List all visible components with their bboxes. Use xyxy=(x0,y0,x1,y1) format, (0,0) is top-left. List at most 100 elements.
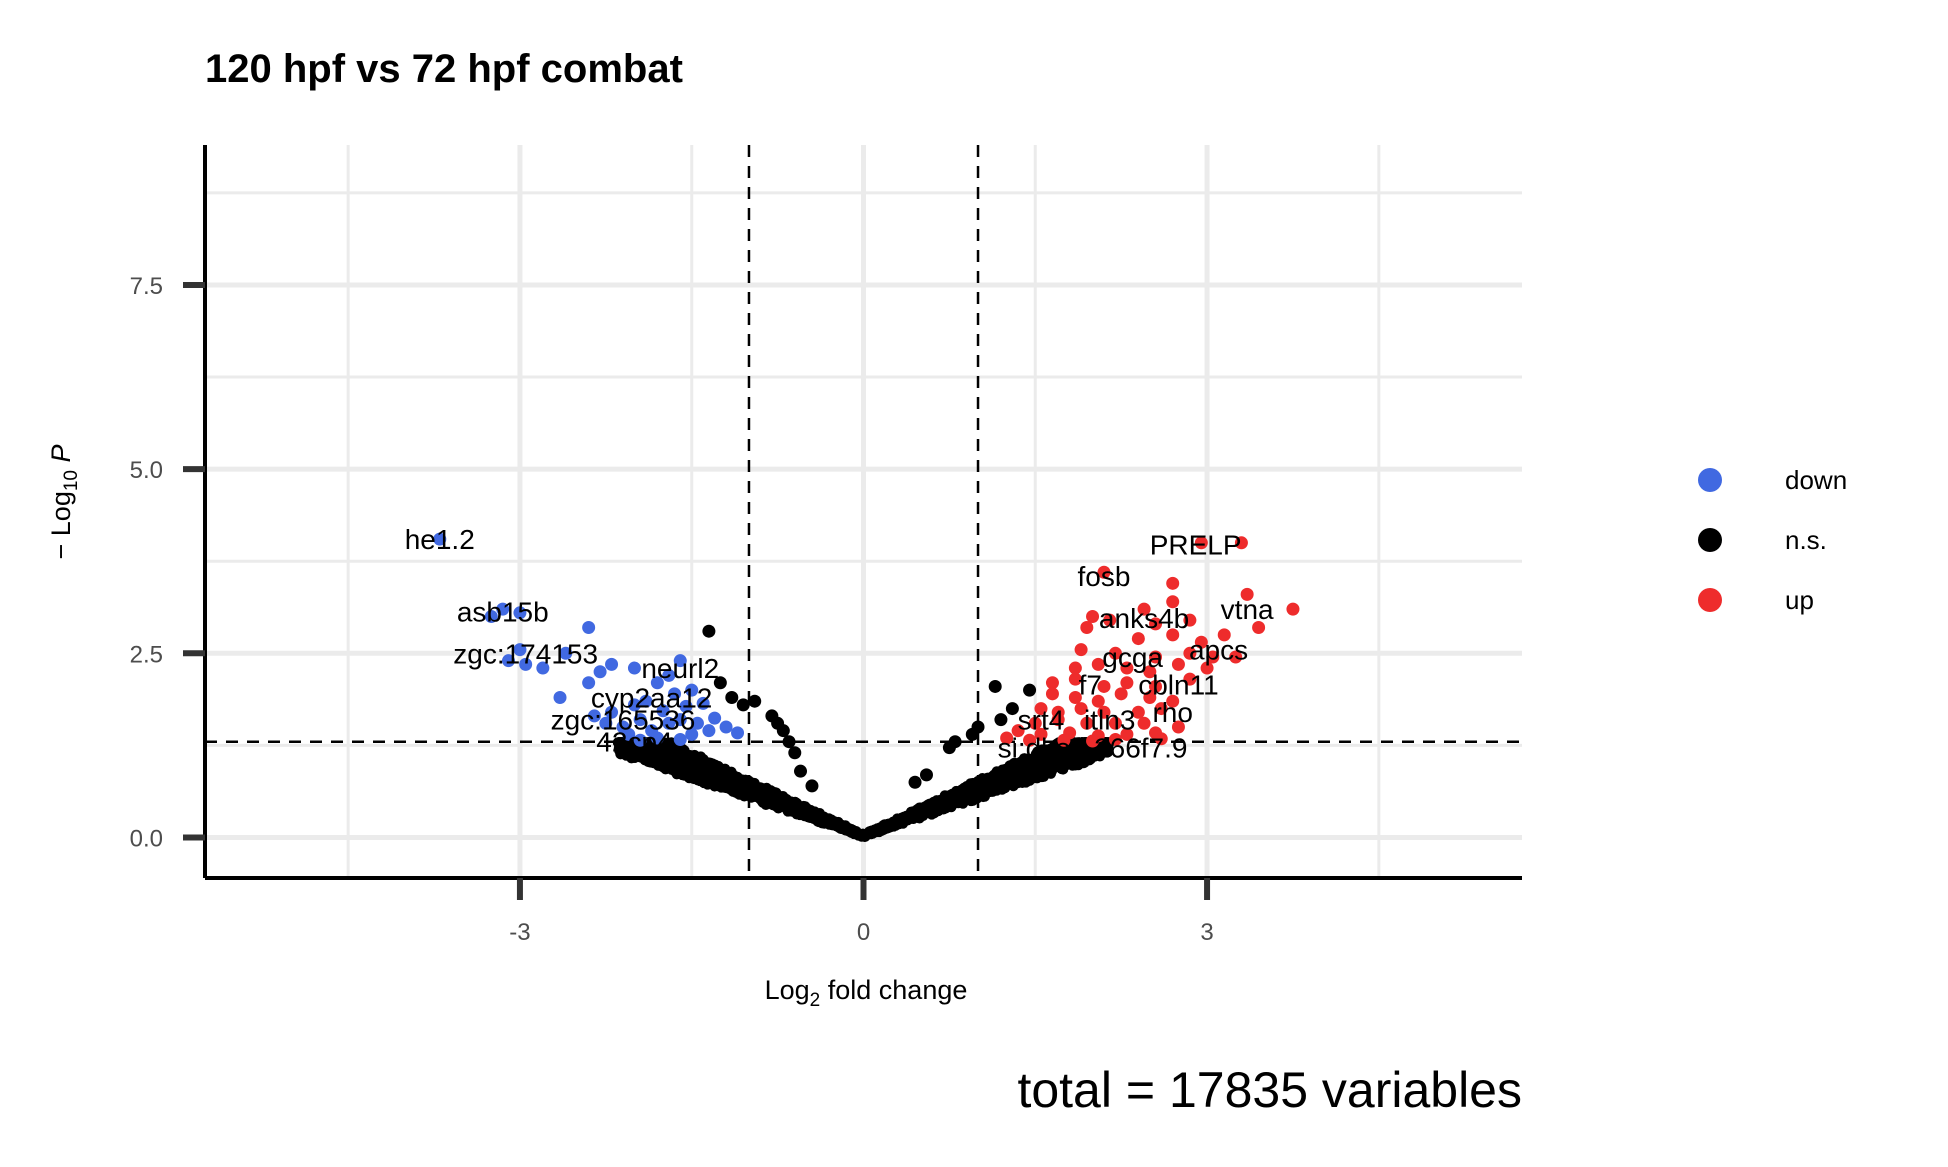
point-down xyxy=(690,716,704,730)
ns-point xyxy=(668,746,679,757)
point-down xyxy=(673,733,687,747)
point-ns xyxy=(994,713,1008,727)
point-ns xyxy=(782,735,796,749)
gene-label: zgc:174153 xyxy=(453,638,598,669)
point-up xyxy=(1108,716,1122,730)
point-down xyxy=(639,694,653,708)
point-down xyxy=(627,661,641,675)
gene-label: itln3 xyxy=(1084,705,1135,736)
data-points xyxy=(433,532,1300,793)
ns-point xyxy=(748,790,759,801)
legend-label: n.s. xyxy=(1785,525,1827,555)
point-down xyxy=(668,687,682,701)
ns-point xyxy=(761,791,773,803)
point-up xyxy=(1011,724,1025,738)
point-ns xyxy=(919,768,933,782)
point-up xyxy=(1068,672,1082,686)
point-down xyxy=(593,665,607,679)
point-up xyxy=(1097,565,1111,579)
point-up xyxy=(1057,733,1071,747)
ns-point xyxy=(895,814,907,826)
point-ns xyxy=(1023,683,1037,697)
point-up xyxy=(1166,628,1180,642)
point-ns xyxy=(1005,702,1019,716)
point-ns xyxy=(713,676,727,690)
point-ns xyxy=(736,698,750,712)
point-down xyxy=(685,683,699,697)
point-down xyxy=(496,602,510,616)
point-down xyxy=(559,646,573,660)
point-ns xyxy=(702,624,716,638)
point-up xyxy=(1131,632,1145,646)
point-down xyxy=(605,657,619,671)
threshold-lines xyxy=(205,145,1522,878)
point-up xyxy=(1108,646,1122,660)
point-up xyxy=(1166,694,1180,708)
ns-point xyxy=(1086,746,1097,758)
point-up xyxy=(1068,691,1082,705)
ns-point xyxy=(652,742,663,753)
point-up xyxy=(1137,602,1151,616)
point-down xyxy=(627,698,641,712)
point-up xyxy=(1103,613,1117,627)
ns-point xyxy=(1075,740,1087,751)
point-down xyxy=(501,654,515,668)
ns-point xyxy=(1031,763,1043,775)
gene-label: srt4 xyxy=(1018,705,1065,736)
y-axis-title-subscript: 10 xyxy=(61,470,82,491)
point-up xyxy=(1286,602,1300,616)
point-down xyxy=(696,696,710,710)
gene-label: cbln11 xyxy=(1138,669,1218,700)
point-ns xyxy=(988,679,1002,693)
point-up xyxy=(1034,727,1048,741)
y-tick-label: 5.0 xyxy=(130,457,163,484)
ns-point xyxy=(944,794,955,805)
gene-label: f7 xyxy=(1079,669,1102,700)
point-down xyxy=(656,704,670,718)
point-up xyxy=(1149,617,1163,631)
point-up xyxy=(1183,646,1197,660)
ns-point xyxy=(727,777,738,788)
point-down xyxy=(433,532,447,546)
point-down xyxy=(673,654,687,668)
ns-point xyxy=(923,806,935,818)
ns-point xyxy=(1042,750,1053,761)
gene-label: fosb xyxy=(1078,561,1131,592)
point-down xyxy=(662,716,676,730)
point-up xyxy=(1154,702,1168,716)
point-up xyxy=(1028,716,1042,730)
point-down xyxy=(685,727,699,741)
ns-point xyxy=(963,790,975,801)
gene-labels: he1.2 asb15b zgc:174153 neurl2cyp2aa12zgc:1… xyxy=(405,524,1274,763)
point-up xyxy=(1120,661,1134,675)
grid-layer xyxy=(205,145,1522,878)
gene-label: apcs xyxy=(1189,635,1248,666)
x-tick-label: 3 xyxy=(1200,919,1213,946)
x-axis-title: Log2 fold change xyxy=(765,975,968,1011)
point-down xyxy=(513,643,527,657)
ns-point xyxy=(1050,762,1061,773)
point-ns xyxy=(965,727,979,741)
point-up xyxy=(1091,694,1105,708)
ns-point xyxy=(1027,771,1038,783)
ns-point xyxy=(678,749,689,760)
point-up xyxy=(1045,676,1059,690)
point-down xyxy=(633,713,647,727)
legend-key-ns xyxy=(1698,528,1722,552)
ns-point xyxy=(815,814,826,826)
legend-label: up xyxy=(1785,585,1814,615)
point-up xyxy=(1074,702,1088,716)
point-up xyxy=(1137,716,1151,730)
point-ns xyxy=(748,694,762,708)
point-down xyxy=(605,705,619,719)
chart-title: 120 hpf vs 72 hpf combat xyxy=(205,47,683,91)
point-up xyxy=(1068,661,1082,675)
legend: down n.s. up xyxy=(1698,465,1847,615)
point-up xyxy=(1000,731,1014,745)
gene-label: asb15b xyxy=(457,596,549,627)
ns-point xyxy=(1009,767,1020,778)
gene-label: PRELP xyxy=(1150,529,1242,560)
gene-label: vtna xyxy=(1221,594,1274,625)
point-down xyxy=(553,691,567,705)
ns-point xyxy=(1022,764,1034,775)
